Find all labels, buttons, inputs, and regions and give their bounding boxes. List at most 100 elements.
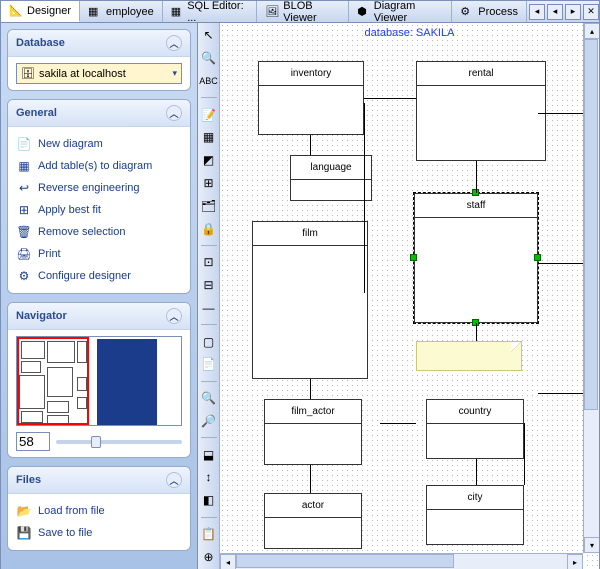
- entity-language[interactable]: language: [290, 155, 372, 201]
- tool-icon[interactable]: ⊡: [200, 254, 218, 271]
- menu-item-remove-selection[interactable]: 🗑Remove selection: [16, 221, 182, 243]
- collapse-icon[interactable]: ︿: [166, 35, 182, 51]
- menu-item-print[interactable]: 🖨Print: [16, 243, 182, 265]
- tool-icon[interactable]: ↕: [200, 469, 218, 486]
- scroll-right-icon[interactable]: ▸: [567, 554, 583, 569]
- entity-film_actor[interactable]: film_actor: [264, 399, 362, 465]
- tool-icon[interactable]: ⊞: [200, 175, 218, 192]
- entity-actor[interactable]: actor: [264, 493, 362, 549]
- menu-icon: ▦: [16, 158, 32, 174]
- tool-note-icon[interactable]: 📝: [200, 106, 218, 123]
- tab-nav-button[interactable]: ▸: [565, 4, 581, 20]
- tool-icon[interactable]: ◩: [200, 152, 218, 169]
- menu-item-configure-designer[interactable]: ⚙Configure designer: [16, 265, 182, 287]
- navigator-thumbnail[interactable]: [16, 336, 182, 426]
- menu-item-new-diagram[interactable]: 📄New diagram: [16, 133, 182, 155]
- entity-header: actor: [265, 494, 361, 518]
- entity-rental[interactable]: rental: [416, 61, 546, 161]
- connector: [310, 379, 311, 399]
- entity-header: film_actor: [265, 400, 361, 424]
- database-select[interactable]: 🗄 sakila at localhost ▾: [16, 63, 182, 84]
- panel-title: Navigator: [16, 310, 67, 322]
- tool-lock-icon[interactable]: 🔒: [200, 220, 218, 237]
- resize-handle[interactable]: [410, 254, 417, 261]
- menu-label: Configure designer: [38, 270, 131, 282]
- tool-pointer-icon[interactable]: ↖: [200, 27, 218, 44]
- entity-inventory[interactable]: inventory: [258, 61, 364, 135]
- tab-sql-editor-[interactable]: ▦SQL Editor: ...: [163, 1, 258, 22]
- resize-handle[interactable]: [534, 254, 541, 261]
- tool-icon[interactable]: —: [200, 299, 218, 316]
- vertical-toolbar: ↖ 🔍 ABC 📝 ▦ ◩ ⊞ 🗂 🔒 ⊡ ⊟ — ▢ 📄 🔍 🔎 ⬓ ↕ ◧: [198, 23, 220, 569]
- tool-icon[interactable]: ▢: [200, 333, 218, 350]
- scroll-up-icon[interactable]: ▴: [584, 23, 599, 39]
- tool-icon[interactable]: ⊕: [200, 548, 218, 565]
- collapse-icon[interactable]: ︿: [166, 308, 182, 324]
- connector: [364, 103, 365, 293]
- menu-item-save-to-file[interactable]: 💾Save to file: [16, 522, 182, 544]
- entity-country[interactable]: country: [426, 399, 524, 459]
- tab-icon: ▦: [88, 5, 102, 19]
- tab-icon: ▦: [171, 5, 183, 19]
- zoom-controls: [16, 432, 182, 451]
- tab-nav-button[interactable]: ◂: [547, 4, 563, 20]
- sticky-note[interactable]: [416, 341, 522, 371]
- entity-city[interactable]: city: [426, 485, 524, 545]
- zoom-slider[interactable]: [56, 440, 182, 444]
- tab-label: Process: [478, 6, 518, 18]
- tool-zoom-out-icon[interactable]: 🔎: [200, 412, 218, 429]
- tab-diagram-viewer[interactable]: ⬢Diagram Viewer: [349, 1, 452, 22]
- tool-icon[interactable]: ⬓: [200, 446, 218, 463]
- scroll-left-icon[interactable]: ◂: [220, 554, 236, 569]
- tab-bar: 📐 Designer ▦employee▦SQL Editor: ...🖼BLOB …: [1, 1, 599, 23]
- connector: [310, 465, 311, 493]
- horizontal-scrollbar[interactable]: ◂ ▸: [220, 553, 583, 569]
- diagram-canvas[interactable]: database: SAKILA inventoryrentalcuslangu…: [220, 23, 599, 569]
- connector: [476, 459, 477, 485]
- collapse-icon[interactable]: ︿: [166, 472, 182, 488]
- scroll-down-icon[interactable]: ▾: [584, 537, 599, 553]
- entity-header: city: [427, 486, 523, 510]
- tab-label: Designer: [27, 5, 71, 17]
- menu-icon: ↩: [16, 180, 32, 196]
- tool-icon[interactable]: 🗂: [200, 197, 218, 214]
- entity-header: staff: [415, 194, 537, 218]
- menu-item-add-table-s-to-diagram[interactable]: ▦Add table(s) to diagram: [16, 155, 182, 177]
- tab-designer[interactable]: 📐 Designer: [1, 1, 80, 22]
- tab-employee[interactable]: ▦employee: [80, 1, 163, 22]
- tool-zoom-icon[interactable]: 🔍: [200, 50, 218, 67]
- menu-item-apply-best-fit[interactable]: ⊞Apply best fit: [16, 199, 182, 221]
- tool-icon[interactable]: ◧: [200, 492, 218, 509]
- tool-icon[interactable]: 📄: [200, 356, 218, 373]
- tool-table-icon[interactable]: ▦: [200, 129, 218, 146]
- tab-icon: 🖼: [265, 5, 279, 19]
- panel-header-database[interactable]: Database ︿: [8, 30, 190, 57]
- tab-icon: ⚙: [460, 5, 474, 19]
- vertical-scrollbar[interactable]: ▴ ▾: [583, 23, 599, 553]
- connector: [380, 423, 416, 424]
- tab-icon: 📐: [9, 4, 23, 18]
- panel-header-general[interactable]: General ︿: [8, 100, 190, 127]
- tab-label: Diagram Viewer: [374, 0, 443, 24]
- panel-header-navigator[interactable]: Navigator ︿: [8, 303, 190, 330]
- zoom-input[interactable]: [16, 432, 50, 451]
- tool-text-icon[interactable]: ABC: [200, 73, 218, 90]
- tab-nav-button[interactable]: ✕: [583, 4, 599, 20]
- tab-blob-viewer[interactable]: 🖼BLOB Viewer: [257, 1, 349, 22]
- tab-process[interactable]: ⚙ Process: [452, 1, 527, 22]
- menu-item-reverse-engineering[interactable]: ↩Reverse engineering: [16, 177, 182, 199]
- entity-header: film: [253, 222, 367, 246]
- connector: [538, 263, 584, 264]
- tool-zoom-in-icon[interactable]: 🔍: [200, 390, 218, 407]
- entity-staff[interactable]: staff: [414, 193, 538, 323]
- panel-header-files[interactable]: Files ︿: [8, 467, 190, 494]
- menu-item-load-from-file[interactable]: 📂Load from file: [16, 500, 182, 522]
- tab-nav-button[interactable]: ◂: [529, 4, 545, 20]
- connector: [476, 161, 477, 193]
- tool-icon[interactable]: ⊟: [200, 277, 218, 294]
- tool-icon[interactable]: 📋: [200, 525, 218, 542]
- collapse-icon[interactable]: ︿: [166, 105, 182, 121]
- database-icon: 🗄: [21, 67, 35, 80]
- entity-film[interactable]: film: [252, 221, 368, 379]
- sidebar: Database ︿ 🗄 sakila at localhost ▾ Gener…: [1, 23, 198, 569]
